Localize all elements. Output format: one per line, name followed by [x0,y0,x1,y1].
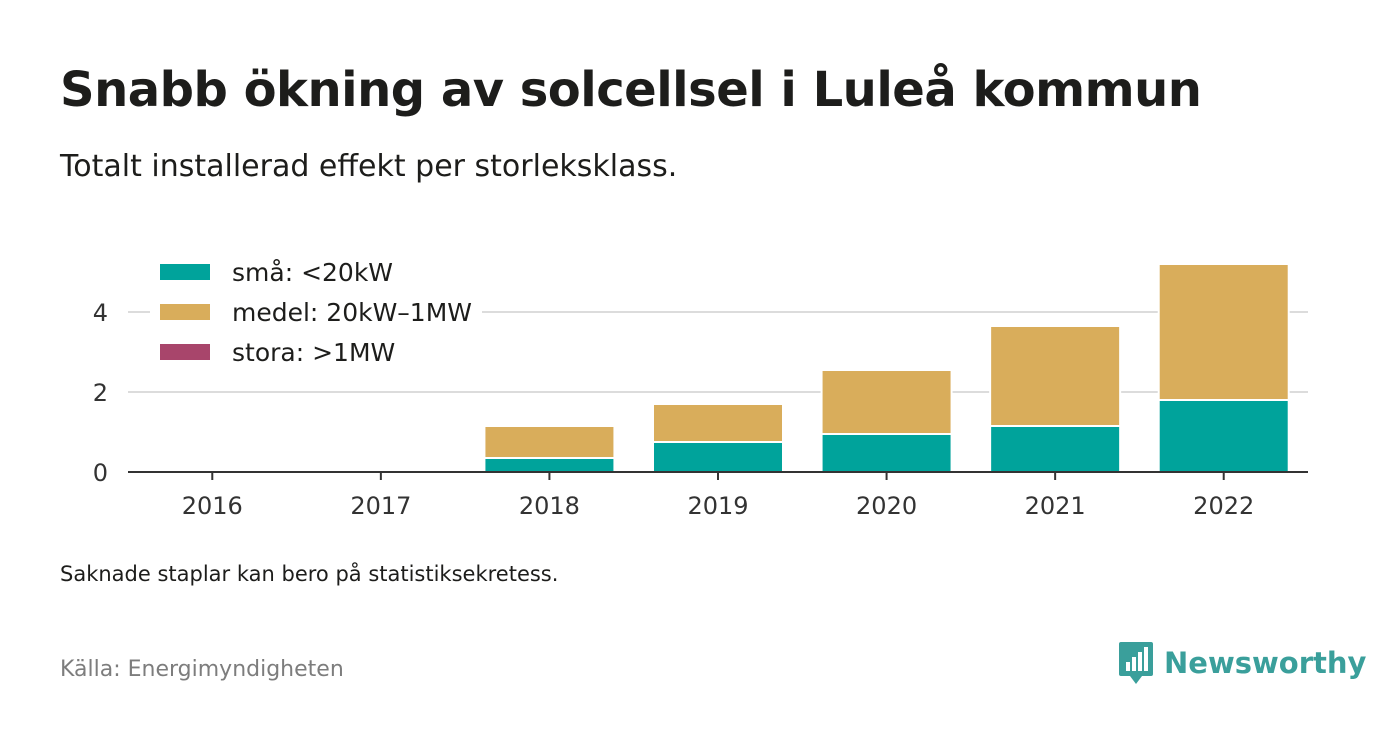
legend-swatch [160,264,210,280]
brand-logo: Newsworthy [1118,640,1366,686]
legend-label: stora: >1MW [232,338,395,367]
x-tick-label: 2016 [182,492,243,520]
y-tick-label: 4 [93,299,108,327]
legend-swatch [160,304,210,320]
legend-label: medel: 20kW–1MW [232,298,472,327]
source-credit: Källa: Energimyndigheten [60,657,344,682]
axes: 0 2 4 2016 2017 2018 2019 2020 2021 2022 [93,299,1308,520]
newsworthy-logo-icon [1119,642,1153,684]
bar-medium-2020 [820,369,953,435]
y-tick-label: 0 [93,459,108,487]
x-tick-label: 2022 [1193,492,1254,520]
chart-title: Snabb ökning av solcellsel i Luleå kommu… [60,62,1202,118]
footnote: Saknade staplar kan bero på statistiksek… [60,562,559,586]
bar-small-2022 [1157,399,1290,473]
bar-small-2019 [652,441,784,473]
x-tick-label: 2020 [856,492,917,520]
legend-swatch [160,344,210,360]
x-tick-label: 2021 [1025,492,1086,520]
legend-label: små: <20kW [232,258,393,287]
chart-subtitle: Totalt installerad effekt per storlekskl… [60,149,678,184]
legend: små: <20kW medel: 20kW–1MW stora: >1MW [150,252,482,376]
x-tick-label: 2017 [350,492,411,520]
bar-medium-2021 [989,325,1122,427]
bar-small-2018 [483,457,616,473]
y-tick-label: 2 [93,379,108,407]
brand-name: Newsworthy [1164,646,1367,680]
bars [483,263,1290,473]
bar-medium-2022 [1157,263,1290,401]
stacked-bar-chart: 0 2 4 2016 2017 2018 2019 2020 2021 2022 små: <20… [92,252,1308,520]
bar-small-2021 [989,425,1122,473]
x-tick-label: 2019 [687,492,748,520]
bar-medium-2019 [652,403,784,443]
bar-small-2020 [820,433,953,473]
x-tick-label: 2018 [519,492,580,520]
bar-medium-2018 [483,425,616,459]
